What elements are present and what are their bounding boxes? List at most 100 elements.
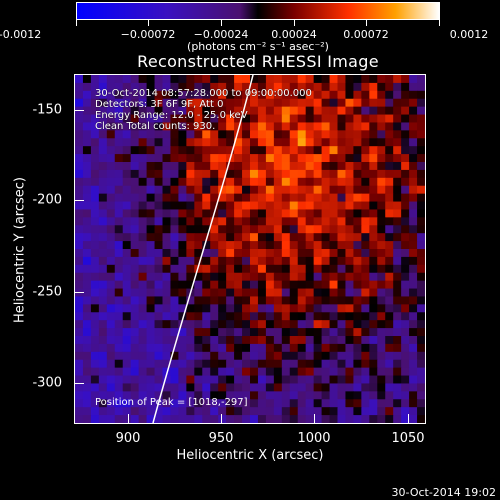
heatmap-cell [210, 201, 219, 210]
heatmap-cell [329, 122, 338, 131]
heatmap-cell [265, 162, 275, 171]
heatmap-cell [75, 256, 84, 266]
heatmap-cell [385, 367, 394, 377]
heatmap-cell [202, 162, 211, 171]
heatmap-cell [146, 75, 156, 84]
heatmap-cell [257, 90, 267, 100]
heatmap-cell [250, 130, 259, 139]
heatmap-cell [273, 209, 283, 218]
heatmap-cell [353, 320, 362, 329]
heatmap-cell [202, 114, 211, 123]
heatmap-cell [162, 272, 171, 282]
heatmap-cell [146, 154, 156, 163]
heatmap-cell [218, 98, 227, 108]
heatmap-cell [122, 367, 132, 377]
heatmap-cell [321, 154, 331, 163]
heatmap-cell [409, 241, 418, 250]
heatmap-cell [146, 185, 156, 195]
heatmap-cell [138, 296, 148, 305]
heatmap-cell [289, 407, 299, 416]
heatmap-cell [106, 201, 116, 210]
heatmap-cell [146, 82, 156, 92]
heatmap-cell [146, 280, 156, 290]
heatmap-cell [90, 264, 100, 274]
heatmap-cell [337, 122, 346, 131]
heatmap-cell [369, 256, 378, 266]
heatmap-cell [385, 399, 394, 408]
heatmap-cell [170, 162, 179, 171]
heatmap-cell [98, 130, 108, 139]
heatmap-cell [337, 328, 346, 337]
heatmap-cell [90, 114, 100, 123]
heatmap-cell [130, 328, 140, 337]
heatmap-cell [273, 415, 283, 423]
heatmap-cell [90, 336, 100, 345]
heatmap-cell [106, 391, 116, 400]
heatmap-cell [202, 328, 211, 337]
heatmap-cell [385, 391, 394, 400]
heatmap-cell [385, 264, 394, 274]
heatmap-cell [106, 383, 116, 392]
heatmap-cell [305, 75, 315, 84]
heatmap-cell [178, 122, 187, 131]
colorbar-tick [221, 20, 222, 26]
heatmap-cell [353, 288, 362, 297]
heatmap-cell [130, 162, 140, 171]
heatmap-cell [98, 185, 108, 195]
heatmap-cell [297, 201, 307, 210]
heatmap-cell [265, 399, 275, 408]
heatmap-cell [194, 415, 203, 423]
heatmap-cell [265, 336, 275, 345]
heatmap-cell [98, 256, 108, 266]
heatmap-cell [178, 185, 187, 195]
heatmap-cell [194, 407, 203, 416]
heatmap-cell [417, 233, 425, 242]
heatmap-cell [130, 256, 140, 266]
heatmap-cell [329, 138, 338, 147]
heatmap-cell [329, 256, 338, 266]
heatmap-cell [369, 82, 378, 92]
heatmap-cell [146, 375, 156, 384]
heatmap-cell [385, 169, 394, 179]
heatmap-cell [329, 320, 338, 329]
y-tick-label: -300 [32, 375, 62, 391]
heatmap-cell [114, 90, 124, 100]
heatmap-cell [281, 328, 291, 337]
heatmap-cell [210, 272, 219, 282]
heatmap-cell [345, 343, 354, 353]
heatmap-cell [186, 249, 195, 258]
heatmap-cell [75, 312, 84, 321]
heatmap-cell [369, 241, 378, 250]
heatmap-cell [401, 122, 410, 131]
heatmap-cell [178, 280, 187, 290]
heatmap-cell [226, 336, 235, 345]
heatmap-cell [401, 407, 410, 416]
heatmap-cell [337, 75, 346, 84]
heatmap-cell [234, 336, 243, 345]
heatmap-cell [289, 130, 299, 139]
heatmap-cell [234, 177, 243, 187]
heatmap-cell [75, 383, 84, 392]
colorbar-tick [439, 20, 440, 26]
heatmap-cell [146, 391, 156, 400]
heatmap-cell [138, 233, 148, 242]
heatmap-cell [210, 75, 219, 84]
heatmap-cell [170, 407, 179, 416]
heatmap-cell [98, 288, 108, 297]
heatmap-cell [281, 304, 291, 313]
heatmap-cell [281, 359, 291, 369]
heatmap-cell [321, 114, 331, 123]
heatmap-cell [130, 272, 140, 282]
heatmap-cell [393, 343, 402, 353]
heatmap-cell [417, 320, 425, 329]
heatmap-cell [202, 177, 211, 187]
heatmap-cell [106, 359, 116, 369]
heatmap-cell [273, 82, 283, 92]
heatmap-cell [385, 209, 394, 218]
heatmap-cell [234, 351, 243, 361]
heatmap-cell [202, 312, 211, 321]
heatmap-cell [273, 328, 283, 337]
heatmap-cell [154, 415, 163, 423]
heatmap-cell [321, 407, 331, 416]
heatmap-cell [218, 177, 227, 187]
